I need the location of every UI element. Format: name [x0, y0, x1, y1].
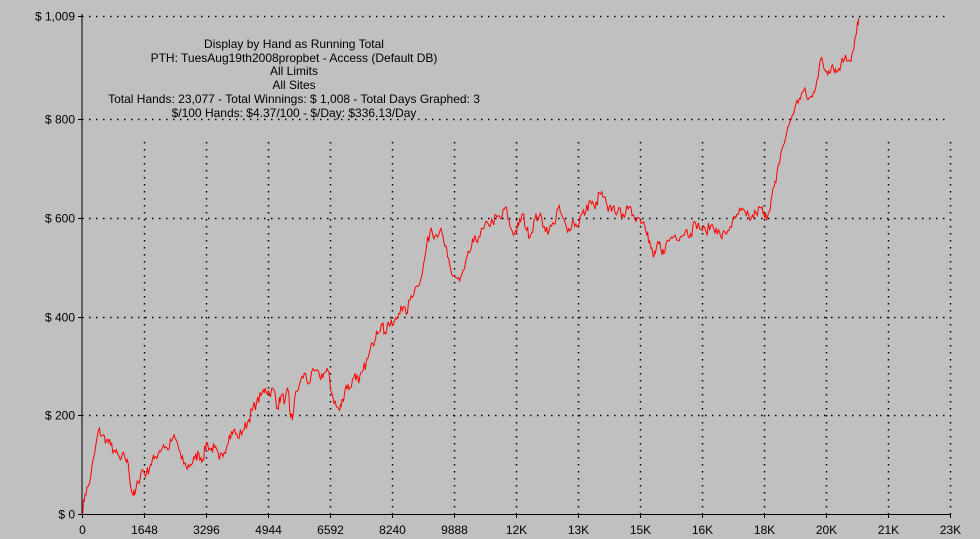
- chart-subtitle-db: PTH: TuesAug19th2008propbet - Access (De…: [151, 51, 438, 65]
- x-tick-label: 1648: [131, 523, 158, 537]
- x-tick-label: 15K: [630, 523, 651, 537]
- x-tick-label: 23K: [940, 523, 961, 537]
- y-tick-labels: $ 0 $ 200 $ 400 $ 600 $ 800 $ 1,009: [35, 10, 82, 522]
- x-tick-labels: 0 1648 3296 4944 6592 8240 9888 12K 13K 15K 16K 18K…: [79, 514, 961, 537]
- x-tick-label: 21K: [878, 523, 899, 537]
- x-tick-label: 13K: [568, 523, 589, 537]
- y-tick-label: $ 0: [58, 508, 75, 522]
- y-tick-label: $ 800: [45, 113, 75, 127]
- x-tick-label: 18K: [754, 523, 775, 537]
- x-tick-label: 12K: [506, 523, 527, 537]
- chart-subtitle-rates: $/100 Hands: $4.37/100 - $/Day: $336.13/…: [172, 106, 417, 120]
- chart-title: Display by Hand as Running Total: [204, 37, 384, 51]
- chart-subtitle-limits: All Limits: [270, 64, 318, 78]
- chart-subtitle-sites: All Sites: [272, 78, 315, 92]
- y-tick-label: $ 200: [45, 409, 75, 423]
- x-tick-label: 3296: [193, 523, 220, 537]
- y-tick-label: $ 600: [45, 212, 75, 226]
- x-tick-label: 16K: [692, 523, 713, 537]
- x-tick-label: 4944: [255, 523, 282, 537]
- x-tick-label: 0: [79, 523, 86, 537]
- x-tick-label: 6592: [317, 523, 344, 537]
- y-tick-label: $ 1,009: [35, 10, 75, 24]
- x-tick-label: 9888: [441, 523, 468, 537]
- x-tick-label: 20K: [816, 523, 837, 537]
- series-line: [82, 17, 860, 515]
- chart-subtitle-totals: Total Hands: 23,077 - Total Winnings: $ …: [108, 92, 480, 106]
- x-tick-label: 8240: [379, 523, 406, 537]
- chart-header: Display by Hand as Running Total PTH: Tu…: [108, 37, 480, 120]
- y-tick-label: $ 400: [45, 311, 75, 325]
